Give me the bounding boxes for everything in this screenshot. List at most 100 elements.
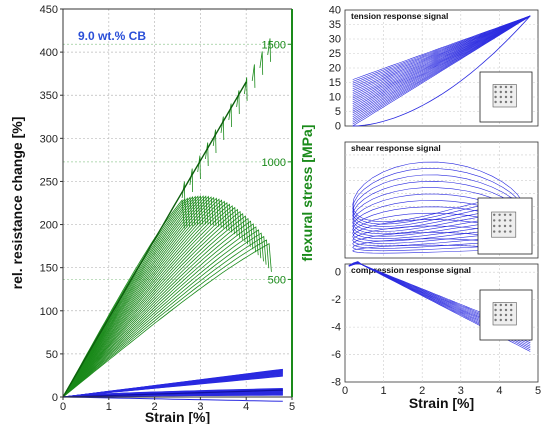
x-tick-label: 3 bbox=[458, 385, 464, 397]
specimen-dot bbox=[494, 85, 497, 89]
y2-axis-label: flexural stress [MPa] bbox=[299, 125, 315, 262]
specimen-dot bbox=[510, 308, 513, 312]
y-tick-label: -8 bbox=[331, 377, 341, 389]
specimen-dot bbox=[494, 308, 497, 312]
specimen-dot bbox=[493, 213, 496, 216]
specimen-dot bbox=[510, 95, 513, 99]
specimen-dot bbox=[504, 318, 508, 322]
stress-spike bbox=[236, 90, 240, 115]
panel-title: shear response signal bbox=[351, 143, 441, 153]
specimen-dot bbox=[498, 219, 501, 222]
specimen-dot bbox=[504, 90, 508, 94]
stress-curve bbox=[62, 195, 206, 398]
specimen-dot bbox=[504, 313, 508, 317]
y-tick-label: -6 bbox=[331, 349, 341, 361]
stress-spike bbox=[189, 168, 193, 193]
stress-spike bbox=[220, 116, 225, 141]
panel-title: compression response signal bbox=[351, 265, 471, 275]
x-axis-label: Strain [%] bbox=[145, 409, 210, 424]
specimen-dot bbox=[504, 95, 508, 99]
specimen-dot bbox=[493, 230, 496, 233]
specimen-dot bbox=[504, 308, 508, 312]
y-tick-label: 5 bbox=[335, 106, 341, 118]
y-tick-label: 20 bbox=[329, 63, 341, 75]
specimen-dot bbox=[499, 303, 502, 307]
tension-curve bbox=[352, 15, 531, 80]
y-tick-label: -2 bbox=[331, 294, 341, 306]
stress-curve bbox=[62, 213, 246, 398]
stress-curve bbox=[62, 239, 270, 398]
specimen-dot bbox=[498, 213, 501, 216]
stress-curve bbox=[62, 196, 214, 398]
stress-spike bbox=[244, 77, 248, 101]
stress-spike bbox=[205, 142, 209, 167]
tension-curve bbox=[352, 15, 531, 119]
stress-curve bbox=[62, 217, 251, 398]
specimen-dot bbox=[494, 100, 497, 104]
x-tick-label: 0 bbox=[342, 385, 348, 397]
stress-curve bbox=[62, 215, 249, 398]
y-tick-label: 15 bbox=[329, 77, 341, 89]
y-tick-label: 300 bbox=[40, 133, 58, 145]
stress-spike bbox=[228, 103, 232, 128]
compression-panel: 0 -2 -4 -6 -8 compression response signal 0 1 2 3… bbox=[331, 261, 541, 411]
y-tick-label: 40 bbox=[329, 5, 341, 17]
y-tick-label: 0 bbox=[52, 392, 58, 404]
stress-curve bbox=[62, 206, 238, 398]
x-tick-label: 5 bbox=[289, 401, 295, 413]
specimen-dot bbox=[494, 303, 497, 307]
specimen-dot bbox=[494, 313, 497, 317]
stress-spike bbox=[212, 129, 217, 154]
y-tick-label: -4 bbox=[331, 322, 341, 334]
specimen-dot bbox=[494, 318, 497, 322]
x-tick-label: 0 bbox=[60, 401, 66, 413]
specimen-dot bbox=[509, 213, 512, 216]
x-tick-label: 2 bbox=[419, 385, 425, 397]
stress-curve bbox=[62, 208, 241, 398]
tension-curve bbox=[352, 15, 531, 101]
stress-spike bbox=[259, 51, 264, 75]
specimen-dot bbox=[499, 95, 502, 99]
annotation-label: 9.0 wt.% CB bbox=[78, 29, 146, 43]
y-tick-label: 35 bbox=[329, 19, 341, 31]
shear-panel: shear response signal bbox=[344, 141, 539, 259]
specimen-dot bbox=[509, 230, 512, 233]
panel-title: tension response signal bbox=[351, 11, 448, 21]
stress-spike bbox=[251, 64, 256, 88]
specimen-dot bbox=[509, 219, 512, 222]
x-tick-label: 5 bbox=[535, 385, 541, 397]
stress-spike bbox=[181, 181, 186, 206]
stress-curve bbox=[62, 198, 222, 398]
specimen-dot bbox=[509, 224, 512, 228]
specimen-dot bbox=[510, 313, 513, 317]
y2-tick-label: 1000 bbox=[262, 157, 286, 169]
y-tick-label: 25 bbox=[329, 48, 341, 60]
main-chart: 0 50 100 150 200 250 300 350 400 450 0 1 2 3 4 5 500 1000… bbox=[9, 4, 315, 424]
specimen-dot bbox=[503, 230, 507, 233]
specimen-dot bbox=[494, 90, 497, 94]
specimen-dot bbox=[503, 219, 507, 222]
stress-curve bbox=[62, 197, 220, 398]
stress-main-line bbox=[62, 81, 247, 398]
specimen-dot bbox=[510, 85, 513, 89]
stress-curve bbox=[62, 195, 209, 398]
y-tick-label: 10 bbox=[329, 92, 341, 104]
y2-tick-label: 500 bbox=[268, 274, 286, 286]
x-tick-label: 3 bbox=[197, 401, 203, 413]
specimen-dot bbox=[498, 224, 501, 228]
specimen-dot bbox=[503, 224, 507, 228]
y-tick-label: 0 bbox=[335, 267, 341, 279]
tension-curve bbox=[352, 15, 531, 110]
tension-curve-lower bbox=[352, 15, 531, 127]
specimen-block bbox=[492, 302, 517, 326]
y-tick-label: 400 bbox=[40, 47, 58, 59]
stress-curve bbox=[62, 203, 233, 398]
y2-tick-label: 1500 bbox=[262, 39, 286, 51]
stress-curve bbox=[62, 226, 259, 398]
stress-curve bbox=[62, 199, 225, 398]
stress-curve bbox=[62, 205, 235, 398]
x-tick-label: 4 bbox=[243, 401, 249, 413]
x-tick-label: 2 bbox=[152, 401, 158, 413]
specimen-block bbox=[492, 84, 517, 108]
